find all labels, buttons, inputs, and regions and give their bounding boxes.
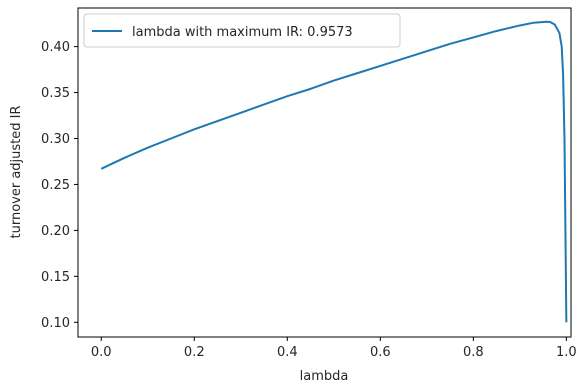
- y-tick-label: 0.40: [41, 40, 70, 55]
- x-tick-label: 0.8: [463, 345, 484, 360]
- legend: lambda with maximum IR: 0.9573: [83, 13, 401, 48]
- y-tick-label: 0.25: [41, 178, 70, 193]
- plot-frame: [77, 7, 572, 338]
- y-tick-label: 0.10: [41, 316, 70, 331]
- x-tick-label: 0.0: [91, 345, 112, 360]
- x-tick-label: 0.2: [184, 345, 205, 360]
- y-tick-label: 0.20: [41, 224, 70, 239]
- y-tick-label: 0.15: [41, 270, 70, 285]
- y-tick-label: 0.30: [41, 132, 70, 147]
- x-tick-label: 0.6: [370, 345, 391, 360]
- legend-label: lambda with maximum IR: 0.9573: [132, 25, 353, 40]
- x-tick-label: 1.0: [556, 345, 577, 360]
- legend-box: [83, 13, 401, 48]
- series-line: [100, 20, 568, 323]
- y-tick-label: 0.35: [41, 86, 70, 101]
- plot-layer: [100, 20, 568, 323]
- y-axis-label: turnover adjusted IR: [9, 105, 24, 238]
- x-axis-label: lambda: [300, 369, 349, 384]
- y-axis: 0.10 0.15 0.20 0.25 0.30 0.35 0.40: [41, 40, 78, 331]
- x-tick-label: 0.4: [277, 345, 298, 360]
- x-axis: 0.0 0.2 0.4 0.6 0.8 1.0: [91, 337, 577, 360]
